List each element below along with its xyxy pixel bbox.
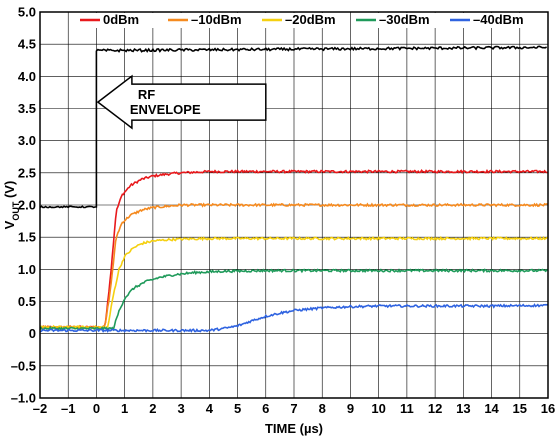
rf-envelope-annotation: RF ENVELOPE [96,74,267,130]
rf-envelope-arrow [96,74,267,130]
legend-bg [76,13,166,28]
y-axis-title-sub: OUT [11,201,21,221]
x-tick-label: –1 [61,401,75,416]
annotation-line2: ENVELOPE [130,102,201,117]
legend-label: –30dBm [379,12,430,27]
x-tick-label: 5 [234,401,241,416]
x-tick-label: 14 [484,401,499,416]
x-tick-label: 3 [177,401,184,416]
y-tick-label: 0 [29,326,36,341]
y-axis-title-main: V [2,220,17,229]
x-tick-label: 16 [541,401,555,416]
series-line-20dbm [39,235,549,330]
y-tick-label: 3.5 [18,101,36,116]
series-line-40dbm [39,303,549,333]
x-tick-label: 11 [400,401,414,416]
legend-bg [164,13,254,28]
x-tick-label: 4 [206,401,214,416]
x-tick-label: 0 [93,401,100,416]
y-tick-label: –1.0 [11,391,36,406]
legend-label: –10dBm [191,12,242,27]
x-tick-label: 7 [290,401,297,416]
y-axis-title: VOUT (V) [2,181,21,230]
y-tick-label: 3.0 [18,133,36,148]
legend-bg [352,13,442,28]
x-tick-label: –2 [33,401,47,416]
legend-label: –40dBm [473,12,524,27]
legend-bg [258,13,348,28]
y-tick-label: 1.0 [18,262,36,277]
legend-label: –20dBm [285,12,336,27]
series-layer [39,45,549,333]
legend: 0dBm –10dBm –20dBm –30dBm –40dBm [76,12,536,28]
y-tick-label: 2.0 [18,198,36,213]
y-tick-labels: 5.0 4.5 4.0 3.5 3.0 2.5 2.0 1.5 1.0 0.5 0 –0.5 –1.0 [11,5,36,406]
series-line-rfenvelope [39,45,547,209]
x-axis-title: TIME (µs) [265,421,323,436]
legend-label: 0dBm [103,12,139,27]
y-tick-label: 4.5 [18,37,36,52]
y-tick-label: 1.5 [18,230,36,245]
series-line-10dbm [39,202,549,330]
plot-frame [39,11,549,399]
legend-bg [446,13,536,28]
x-tick-label: 15 [513,401,527,416]
x-tick-labels: –2 –1 0 1 2 3 4 5 6 7 8 9 10 11 12 13 14 15 16 [33,401,555,416]
series-line-0dbm [39,169,549,330]
x-tick-label: 8 [319,401,326,416]
y-tick-label: 5.0 [18,5,36,20]
x-tick-label: 10 [371,401,385,416]
x-tick-label: 12 [428,401,442,416]
y-tick-label: 4.0 [18,69,36,84]
x-tick-label: 13 [456,401,470,416]
y-tick-label: –0.5 [11,358,36,373]
x-tick-label: 2 [149,401,156,416]
y-axis-title-suffix: (V) [2,181,17,202]
x-tick-label: 9 [347,401,354,416]
y-tick-label: 2.5 [18,165,36,180]
series-line-30dbm [39,268,549,332]
y-tick-label: 0.5 [18,294,36,309]
x-tick-label: 6 [262,401,269,416]
x-tick-label: 1 [121,401,128,416]
annotation-line1: RF [138,87,155,102]
